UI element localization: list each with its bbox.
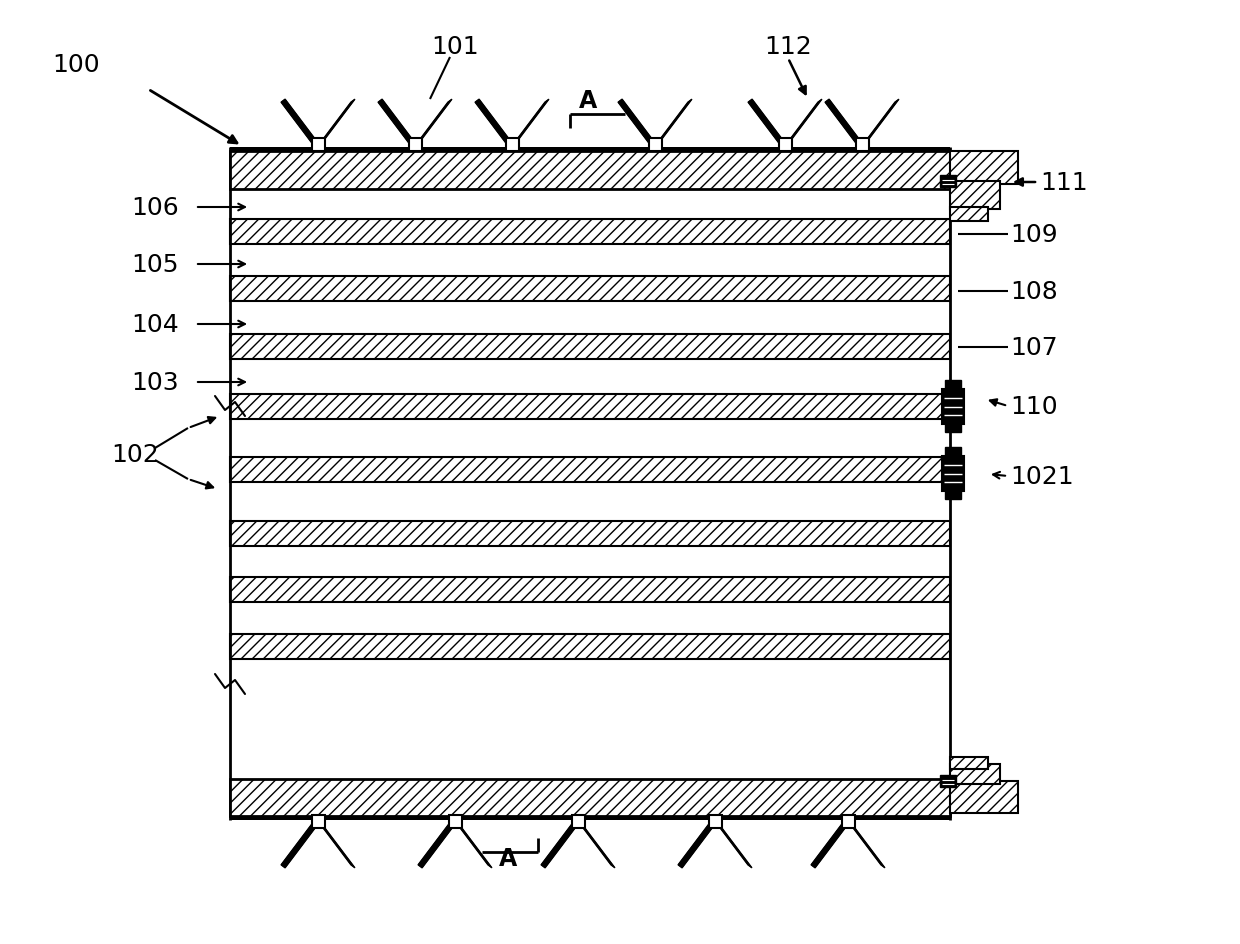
Bar [709,815,722,828]
Text: 111: 111 [1040,171,1087,194]
Polygon shape [413,100,451,149]
Bar [229,817,950,820]
Polygon shape [475,100,515,149]
Bar [449,815,463,828]
Text: 100: 100 [52,53,99,76]
Bar [229,634,950,659]
Text: 105: 105 [131,253,179,277]
Text: 110: 110 [1011,395,1058,418]
Text: 108: 108 [1011,279,1058,304]
Bar [506,139,520,152]
Bar [856,139,869,152]
Polygon shape [453,818,492,868]
Bar [229,190,950,779]
Bar [950,152,1018,185]
Polygon shape [541,818,580,868]
Bar [229,395,950,419]
Text: 102: 102 [112,443,159,466]
Text: 101: 101 [432,35,479,59]
Text: 109: 109 [1011,223,1058,246]
Text: 103: 103 [131,371,179,395]
Bar [312,139,325,152]
Polygon shape [811,818,849,868]
Bar [945,424,961,432]
Polygon shape [316,818,355,868]
Bar [942,457,963,492]
Bar [940,176,956,188]
Bar [229,277,950,302]
Bar [229,458,950,482]
Polygon shape [510,100,549,149]
Bar [409,139,422,152]
Bar [229,578,950,602]
Bar [945,491,961,499]
Bar [950,757,988,769]
Polygon shape [861,100,899,149]
Bar [950,782,1018,813]
Polygon shape [678,818,717,868]
Bar [229,152,950,190]
Bar [312,815,325,828]
Bar [779,139,792,152]
Bar [229,334,950,360]
Polygon shape [316,100,355,149]
Bar [842,815,856,828]
Polygon shape [748,100,787,149]
Bar [572,815,585,828]
Bar [942,390,963,425]
Polygon shape [713,818,751,868]
Bar [950,182,999,210]
Bar [229,521,950,547]
Text: 112: 112 [764,35,812,59]
Bar [945,380,961,390]
Polygon shape [825,100,864,149]
Bar [229,220,950,244]
Text: 106: 106 [131,195,179,220]
Polygon shape [418,818,458,868]
Bar [950,208,988,222]
Text: A: A [579,89,598,113]
Text: 1021: 1021 [1011,464,1074,488]
Polygon shape [378,100,417,149]
Bar [229,148,950,152]
Polygon shape [618,100,657,149]
Bar [950,765,999,784]
Bar [945,447,961,457]
Text: 104: 104 [131,312,179,337]
Text: 107: 107 [1011,336,1058,360]
Bar [649,139,662,152]
Text: A: A [498,846,517,870]
Bar [229,779,950,817]
Polygon shape [653,100,692,149]
Polygon shape [577,818,615,868]
Polygon shape [281,100,320,149]
Polygon shape [281,818,320,868]
Polygon shape [846,818,885,868]
Polygon shape [782,100,822,149]
Bar [940,775,956,787]
